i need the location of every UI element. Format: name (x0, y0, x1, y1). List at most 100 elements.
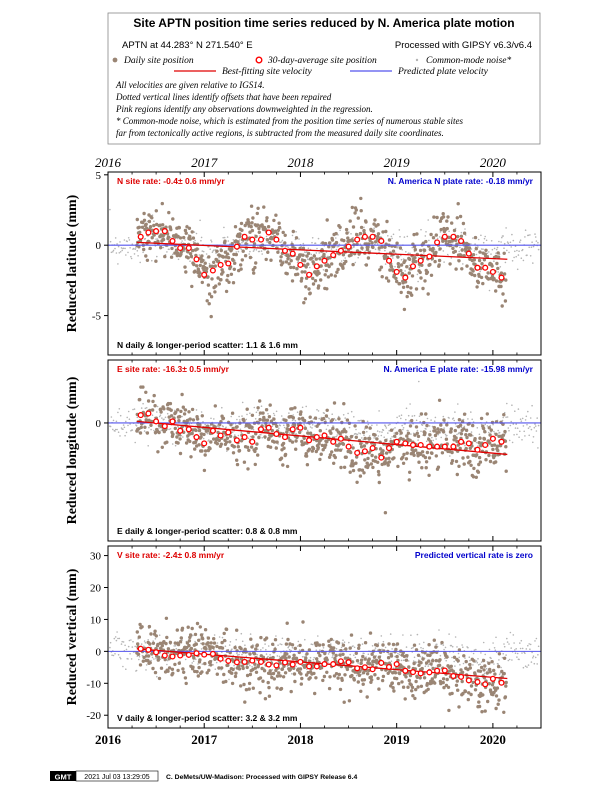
daily-dot (473, 273, 477, 278)
cmn-dot (401, 424, 404, 427)
daily-dot (353, 211, 357, 215)
cmn-dot (222, 236, 224, 239)
daily-dot (359, 442, 363, 446)
daily-dot (357, 646, 361, 650)
daily-dot (224, 289, 229, 294)
daily-dot (188, 417, 192, 421)
cmn-dot (202, 437, 205, 440)
cmn-dot (252, 250, 255, 252)
cmn-dot (173, 645, 175, 647)
daily-dot (235, 425, 239, 429)
daily-dot (230, 247, 234, 251)
cmn-dot (133, 408, 136, 410)
cmn-dot (313, 656, 316, 659)
cmn-dot (117, 245, 120, 248)
cmn-dot (327, 255, 329, 258)
cmn-dot (516, 656, 518, 658)
cmn-dot (109, 425, 112, 428)
cmn-dot (224, 645, 227, 647)
cmn-dot (521, 439, 523, 441)
avg30-point (249, 438, 256, 445)
cmn-dot (436, 237, 439, 240)
daily-dot (426, 687, 430, 691)
daily-dot (406, 431, 411, 435)
cmn-dot (503, 643, 505, 645)
daily-dot (304, 673, 309, 677)
avg30-point (161, 423, 168, 430)
cmn-dot (463, 425, 466, 428)
cmn-dot (317, 635, 319, 637)
daily-dot (195, 621, 200, 626)
daily-dot (174, 410, 178, 415)
cmn-dot (120, 643, 123, 645)
cmn-dot (261, 437, 264, 439)
cmn-dot (506, 402, 508, 405)
daily-dot (359, 689, 363, 693)
daily-dot (377, 473, 381, 477)
daily-dot (334, 672, 339, 676)
daily-dot (414, 425, 419, 429)
daily-dot (314, 449, 318, 454)
cmn-dot (516, 268, 519, 271)
daily-dots (135, 196, 508, 319)
daily-dot (146, 658, 150, 663)
avg30-point (385, 257, 393, 264)
cmn-dot (531, 651, 533, 654)
daily-dot (321, 416, 326, 421)
cmn-dot (381, 648, 383, 651)
daily-dot (177, 433, 181, 437)
cmn-dot (467, 646, 469, 649)
daily-dot (317, 271, 321, 275)
cmn-dot (455, 425, 458, 428)
cmn-dots (109, 380, 540, 457)
cmn-dot (228, 644, 231, 646)
daily-dot (237, 448, 242, 453)
daily-dot (494, 432, 498, 436)
cmn-dot (281, 239, 284, 242)
cmn-dot (529, 417, 532, 419)
cmn-dot (508, 643, 510, 645)
daily-dot (330, 418, 335, 422)
daily-dot (245, 445, 250, 449)
avg30-point (265, 661, 272, 668)
daily-dot (300, 276, 304, 281)
note-2: Dotted vertical lines identify offsets t… (115, 92, 332, 102)
cmn-dot (248, 253, 250, 255)
cmn-dot (393, 432, 396, 434)
daily-dot (454, 459, 459, 464)
daily-dot (170, 246, 174, 251)
avg30-point (257, 658, 265, 665)
daily-dot (330, 238, 335, 242)
cmn-dot (358, 420, 361, 422)
cmn-dot (417, 280, 419, 283)
daily-dot (331, 651, 335, 655)
daily-dot (285, 464, 290, 469)
daily-dot (349, 450, 353, 455)
daily-dot (247, 448, 251, 452)
daily-dot (356, 680, 360, 684)
daily-dot (477, 704, 482, 709)
daily-dot (414, 648, 419, 652)
daily-dot (216, 276, 220, 280)
daily-dot (279, 255, 283, 259)
cmn-dot (377, 435, 380, 437)
daily-dot (449, 429, 453, 434)
cmn-dot (130, 255, 132, 258)
y-tick-label: -5 (92, 311, 102, 323)
daily-dot (414, 679, 418, 684)
daily-dot (190, 284, 194, 289)
daily-dot (458, 423, 463, 427)
daily-dot (487, 661, 491, 665)
cmn-dot (361, 643, 364, 645)
cmn-dot (169, 236, 172, 239)
cmn-dot (231, 431, 234, 434)
daily-dot (332, 646, 336, 650)
daily-dot (361, 654, 365, 659)
y-tick-label: 0 (96, 418, 102, 430)
daily-dot (413, 256, 417, 260)
daily-dot (306, 262, 310, 266)
cmn-dot (138, 655, 141, 658)
cmn-dot (376, 424, 378, 426)
figure-title: Site APTN position time series reduced b… (133, 16, 514, 30)
daily-dot (144, 222, 148, 226)
